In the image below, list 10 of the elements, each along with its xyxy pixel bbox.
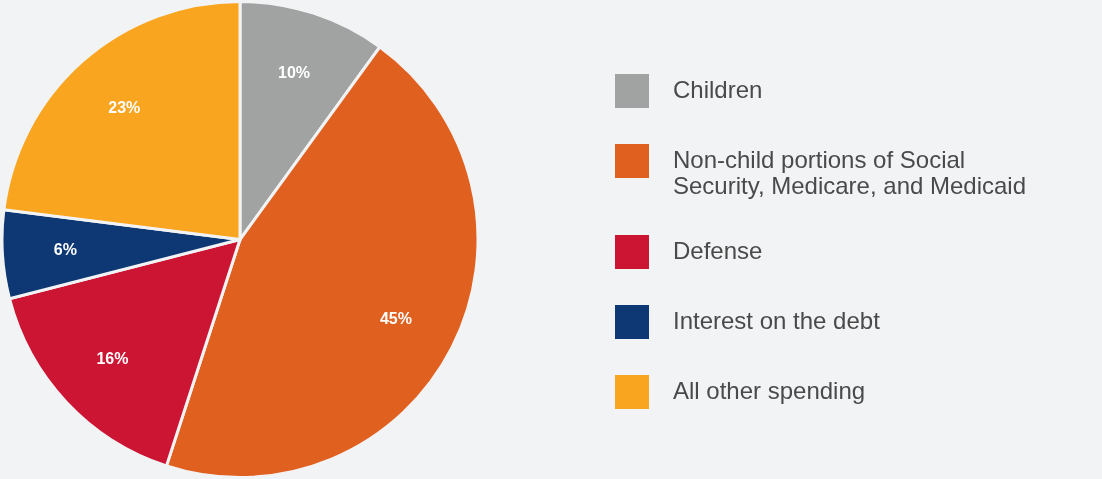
legend-label: Children	[673, 76, 763, 103]
data-label: 10%	[278, 64, 311, 82]
data-label: 23%	[108, 99, 141, 117]
legend-label: All other spending	[673, 377, 866, 404]
data-label: 16%	[96, 350, 129, 368]
data-label: 6%	[53, 241, 77, 259]
legend-label: Defense	[673, 237, 763, 264]
data-label: 45%	[379, 309, 412, 327]
legend-label: Interest on the debt	[673, 307, 881, 334]
legend-label: Non-child portions of Social Security, Medicare, and Medicaid	[673, 146, 1027, 199]
